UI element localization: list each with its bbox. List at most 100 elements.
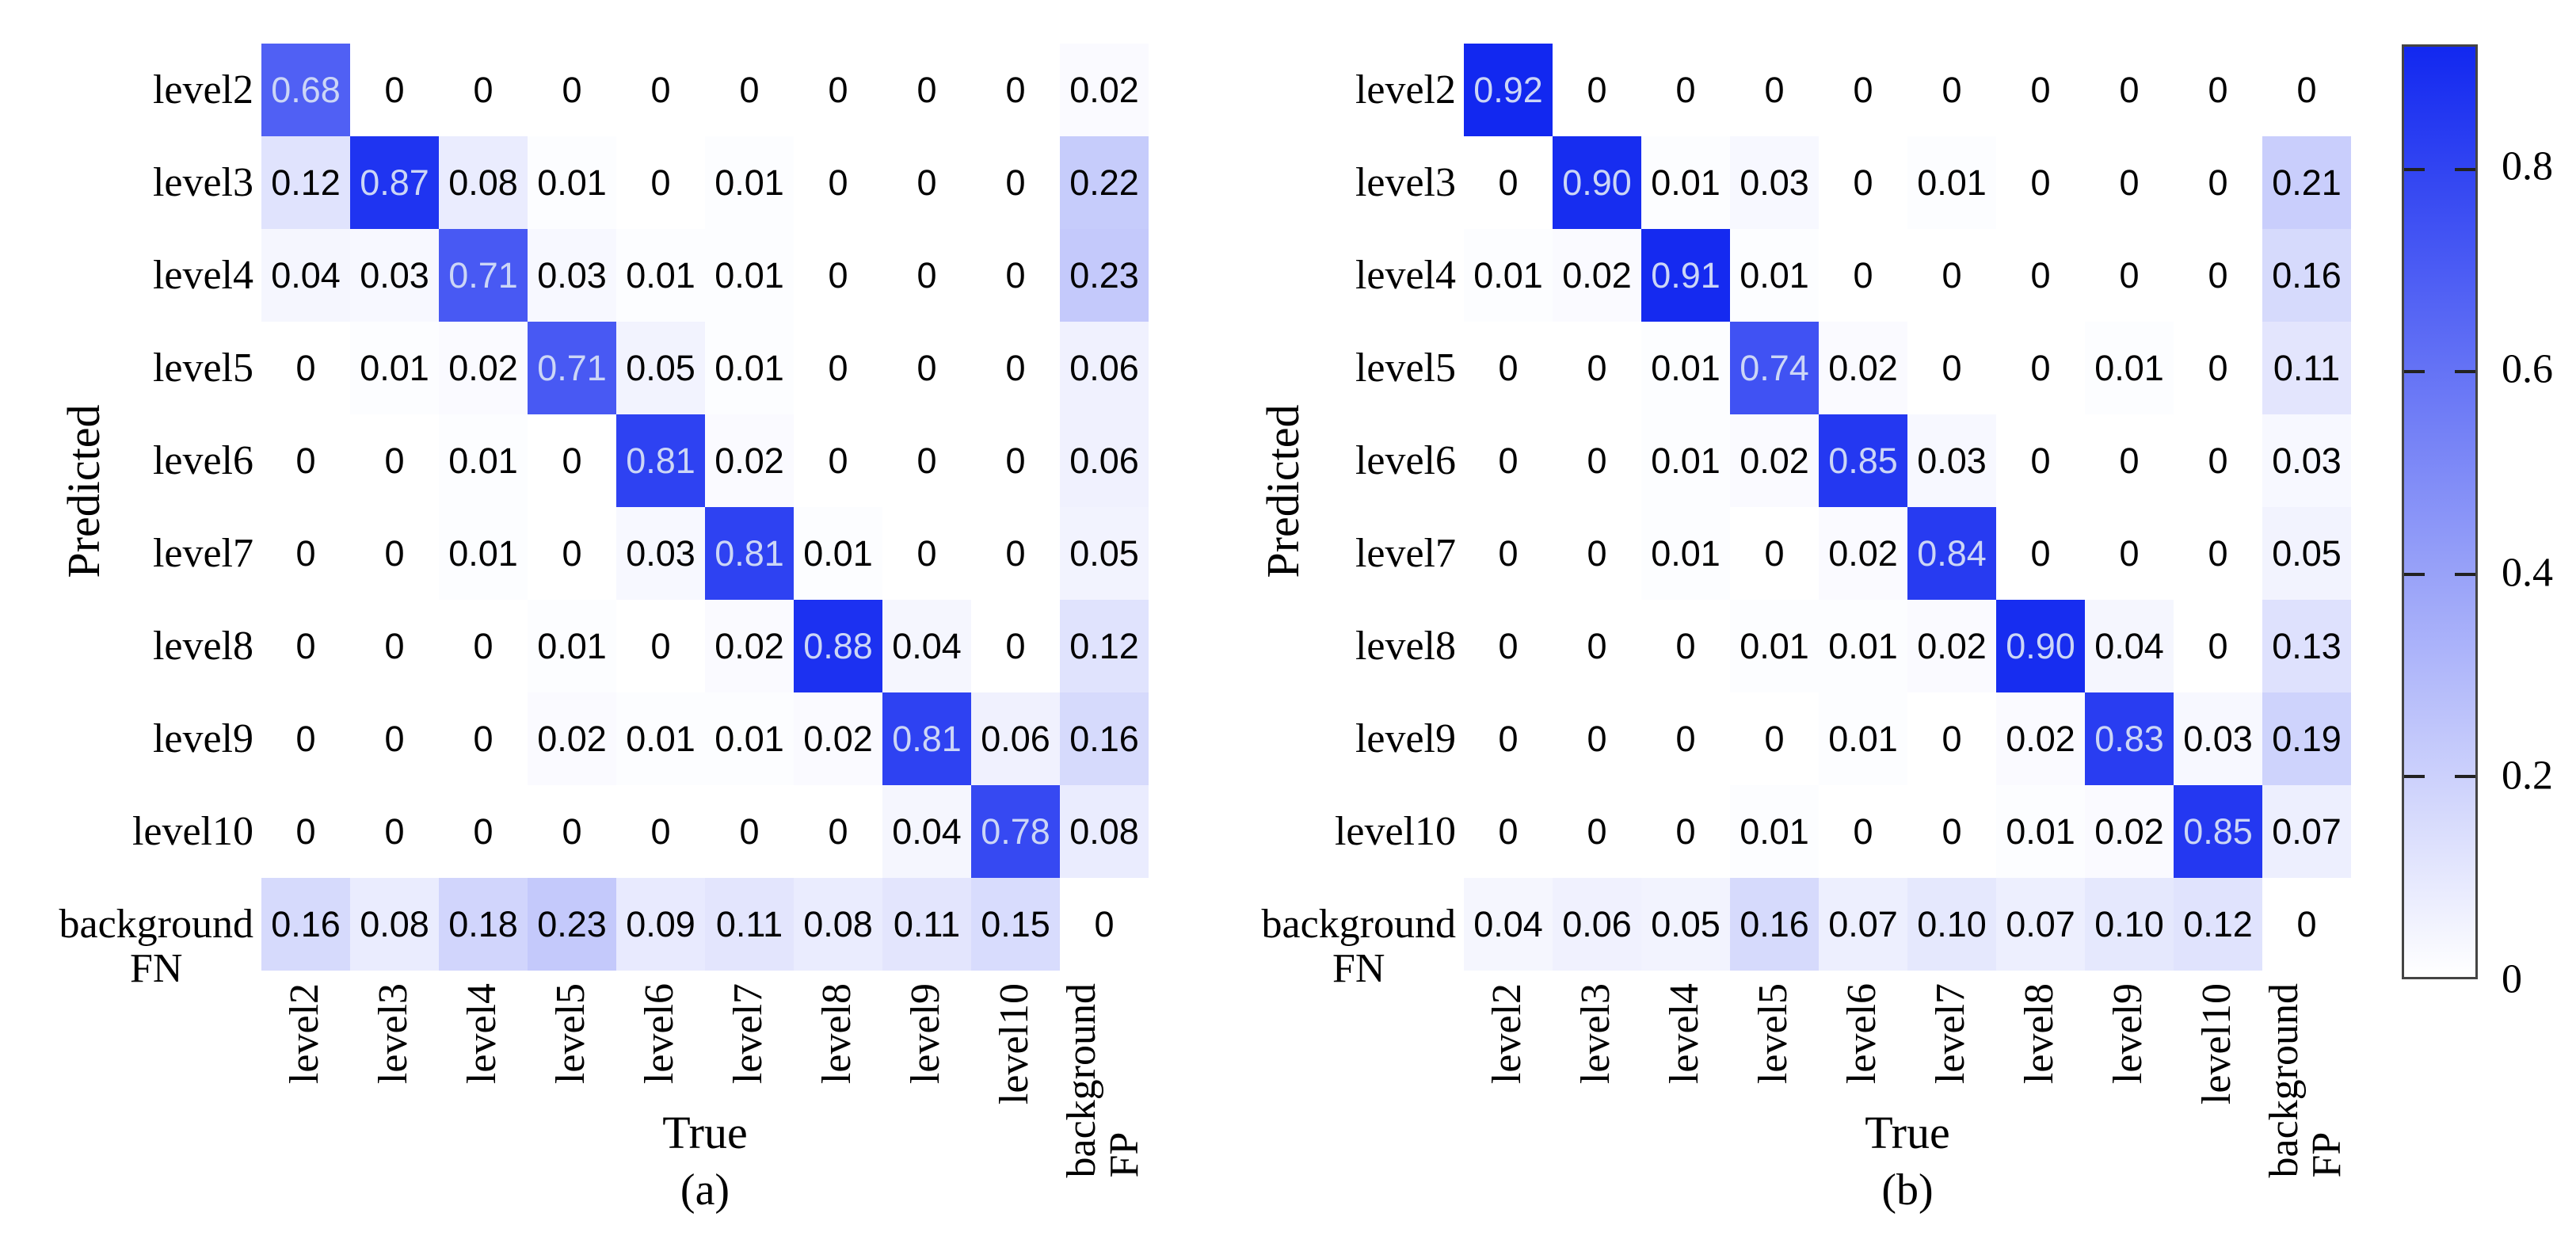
matrix-cell-r7-c6: 0.02 [794, 692, 882, 785]
matrix-cell-r7-c4: 0.01 [1819, 692, 1907, 785]
matrix-cell-r9-c5: 0.11 [705, 878, 794, 971]
colorbar-tick-0.6 [2404, 370, 2425, 374]
matrix-cell-r2-c0: 0.04 [261, 229, 350, 322]
matrix-cell-r0-c7: 0 [2085, 44, 2174, 136]
colorbar-tick-0.4 [2404, 572, 2425, 576]
matrix-cell-r4-c0: 0 [261, 414, 350, 507]
row-label-level8: level8 [152, 623, 253, 669]
colorbar-tick-0.8 [2455, 168, 2475, 172]
matrix-cell-r5-c1: 0 [1553, 507, 1641, 600]
matrix-cell-r0-c3: 0 [528, 44, 616, 136]
matrix-cell-r5-c4: 0.02 [1819, 507, 1907, 600]
row-label-background: background FN [1262, 902, 1456, 990]
matrix-cell-r5-c5: 0.81 [705, 507, 794, 600]
matrix-cell-r1-c1: 0.87 [350, 136, 439, 229]
matrix-cell-r7-c2: 0 [1641, 692, 1730, 785]
matrix-cell-r0-c1: 0 [350, 44, 439, 136]
matrix-cell-r6-c7: 0.04 [882, 600, 971, 692]
matrix-cell-r1-c7: 0 [882, 136, 971, 229]
matrix-cell-r2-c5: 0.01 [705, 229, 794, 322]
matrix-cell-r8-c0: 0 [261, 785, 350, 878]
matrix-cell-r2-c6: 0 [1996, 229, 2085, 322]
matrix-cell-r9-c3: 0.23 [528, 878, 616, 971]
matrix-cell-r5-c6: 0 [1996, 507, 2085, 600]
row-label-level7: level7 [152, 530, 253, 576]
matrix-cell-r4-c8: 0 [971, 414, 1060, 507]
matrix-cell-r7-c1: 0 [350, 692, 439, 785]
matrix-cell-r8-c6: 0.01 [1996, 785, 2085, 878]
matrix-cell-r2-c2: 0.91 [1641, 229, 1730, 322]
colorbar-tick-0.4 [2455, 572, 2475, 576]
row-label-level9: level9 [1355, 715, 1456, 761]
matrix-cell-r2-c7: 0 [2085, 229, 2174, 322]
row-sublabel-fn: FN [1332, 945, 1385, 991]
matrix-cell-r8-c7: 0.02 [2085, 785, 2174, 878]
row-label-level10: level10 [131, 808, 253, 854]
row-label-level6: level6 [1355, 437, 1456, 483]
matrix-cell-r8-c1: 0 [350, 785, 439, 878]
matrix-cell-r9-c7: 0.11 [882, 878, 971, 971]
row-label-level3: level3 [152, 159, 253, 205]
matrix-cell-r0-c5: 0 [705, 44, 794, 136]
matrix-cell-r0-c0: 0.68 [261, 44, 350, 136]
matrix-cell-r3-c6: 0 [794, 322, 882, 414]
matrix-cell-r8-c2: 0 [1641, 785, 1730, 878]
matrix-cell-r6-c3: 0.01 [1730, 600, 1819, 692]
matrix-cell-r1-c0: 0 [1464, 136, 1553, 229]
col-label-background: background FP [2262, 983, 2350, 1178]
matrix-cell-r5-c8: 0 [2174, 507, 2262, 600]
matrix-cell-r1-c6: 0 [794, 136, 882, 229]
matrix-cell-r5-c0: 0 [261, 507, 350, 600]
matrix-cell-r3-c3: 0.74 [1730, 322, 1819, 414]
matrix-cell-r3-c5: 0.01 [705, 322, 794, 414]
matrix-cell-r8-c4: 0 [1819, 785, 1907, 878]
matrix-cell-r9-c2: 0.18 [439, 878, 528, 971]
matrix-cell-r9-c8: 0.15 [971, 878, 1060, 971]
matrix-cell-r1-c6: 0 [1996, 136, 2085, 229]
matrix-cell-r6-c9: 0.12 [1060, 600, 1149, 692]
panel-caption-b: (b) [1881, 1165, 1934, 1215]
matrix-cell-r9-c2: 0.05 [1641, 878, 1730, 971]
matrix-cell-r0-c2: 0 [439, 44, 528, 136]
matrix-cell-r0-c9: 0 [2262, 44, 2351, 136]
matrix-cell-r1-c7: 0 [2085, 136, 2174, 229]
matrix-cell-r0-c9: 0.02 [1060, 44, 1149, 136]
row-label-level3: level3 [1355, 159, 1456, 205]
matrix-cell-r0-c3: 0 [1730, 44, 1819, 136]
matrix-cell-r6-c2: 0 [1641, 600, 1730, 692]
matrix-cell-r3-c5: 0 [1907, 322, 1996, 414]
matrix-cell-r9-c9: 0 [2262, 878, 2351, 971]
matrix-cell-r1-c2: 0.08 [439, 136, 528, 229]
matrix-cell-r6-c8: 0 [971, 600, 1060, 692]
matrix-cell-r8-c8: 0.85 [2174, 785, 2262, 878]
matrix-cell-r1-c4: 0 [1819, 136, 1907, 229]
matrix-cell-r5-c9: 0.05 [1060, 507, 1149, 600]
matrix-cell-r7-c4: 0.01 [616, 692, 705, 785]
matrix-cell-r2-c5: 0 [1907, 229, 1996, 322]
matrix-cell-r9-c9: 0 [1060, 878, 1149, 971]
matrix-cell-r9-c3: 0.16 [1730, 878, 1819, 971]
colorbar-label-0.2: 0.2 [2502, 753, 2553, 799]
col-label-level2: level2 [1484, 983, 1530, 1085]
x-axis-label-b: True [1865, 1107, 1950, 1158]
colorbar-label-0: 0 [2502, 956, 2522, 1002]
row-label-level4: level4 [152, 252, 253, 298]
matrix-cell-r0-c1: 0 [1553, 44, 1641, 136]
matrix-cell-r9-c7: 0.10 [2085, 878, 2174, 971]
matrix-cell-r7-c7: 0.81 [882, 692, 971, 785]
matrix-cell-r6-c3: 0.01 [528, 600, 616, 692]
matrix-cell-r0-c4: 0 [1819, 44, 1907, 136]
matrix-cell-r6-c6: 0.88 [794, 600, 882, 692]
matrix-cell-r0-c0: 0.92 [1464, 44, 1553, 136]
matrix-cell-r8-c9: 0.07 [2262, 785, 2351, 878]
colorbar-label-0.6: 0.6 [2502, 346, 2553, 392]
matrix-cell-r6-c1: 0 [1553, 600, 1641, 692]
matrix-cell-r2-c8: 0 [971, 229, 1060, 322]
matrix-cell-r9-c4: 0.07 [1819, 878, 1907, 971]
row-label-level5: level5 [152, 345, 253, 391]
matrix-cell-r2-c1: 0.02 [1553, 229, 1641, 322]
y-axis-label-b: Predicted [1257, 404, 1309, 578]
matrix-cell-r7-c1: 0 [1553, 692, 1641, 785]
colorbar-label-0.4: 0.4 [2502, 550, 2553, 596]
